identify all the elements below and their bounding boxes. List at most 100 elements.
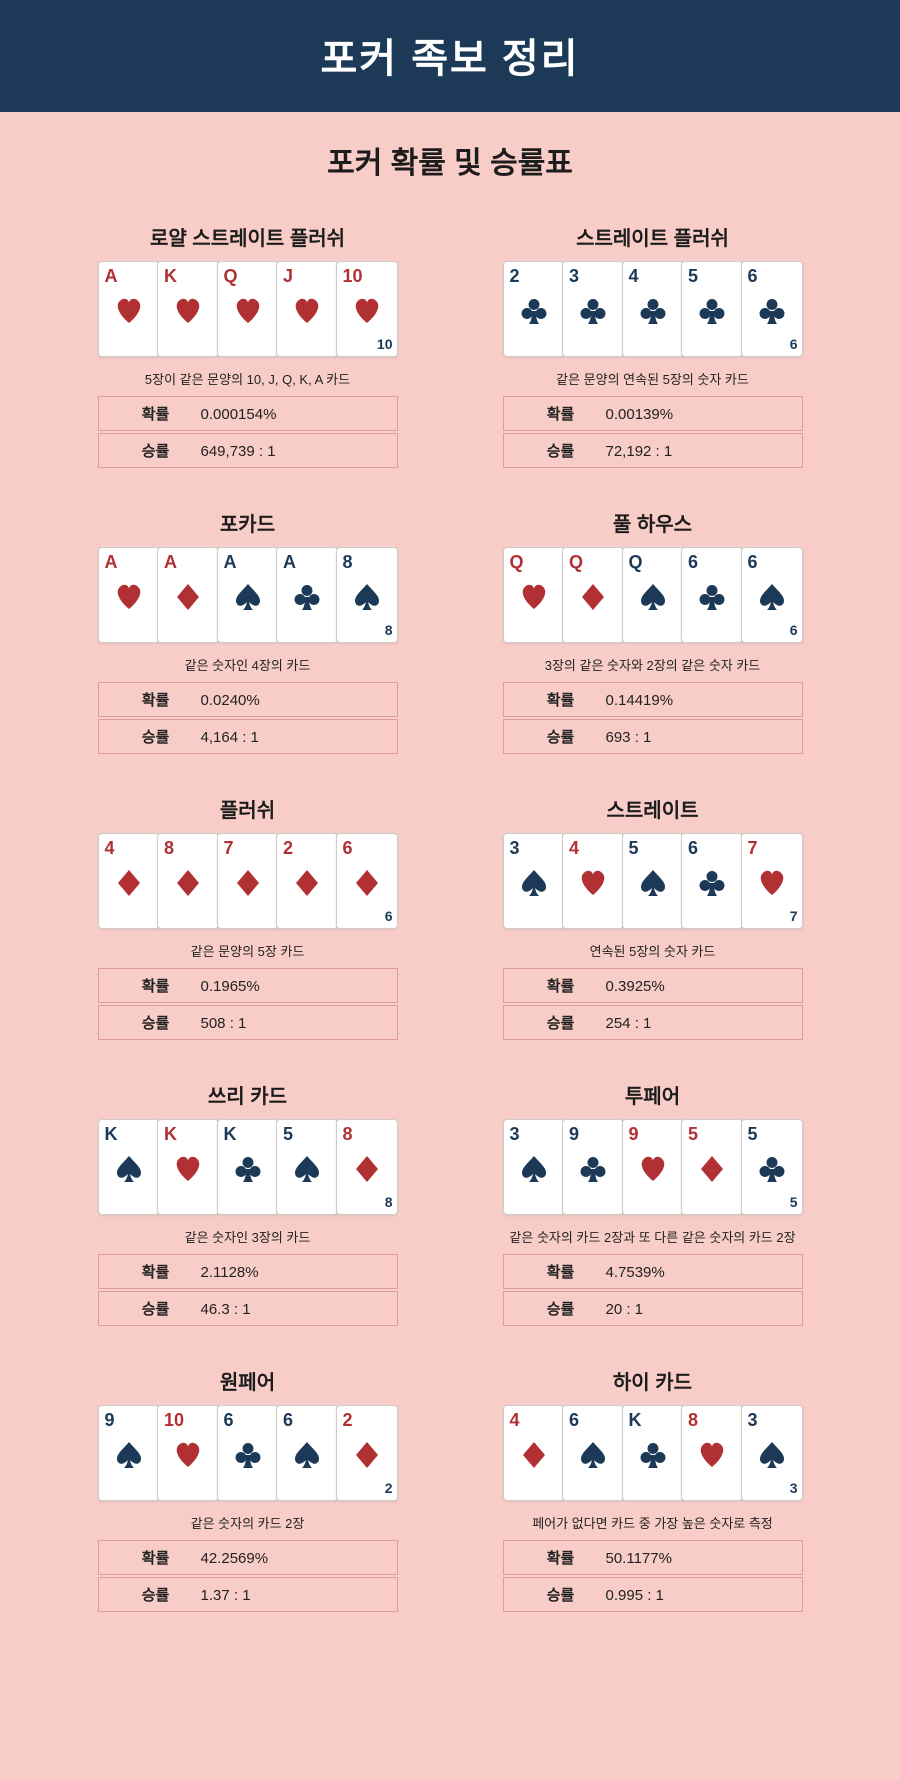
card-badge: 10	[377, 336, 393, 352]
stat-label: 확률	[111, 975, 201, 996]
stat-label: 승률	[111, 726, 201, 747]
hand-description: 같은 숫자인 3장의 카드	[185, 1227, 311, 1246]
card-rank: 6	[748, 552, 758, 573]
stat-value: 0.00139%	[606, 406, 674, 423]
playing-card: A	[276, 547, 338, 643]
heart-icon	[233, 296, 263, 326]
diamond-icon	[352, 1154, 382, 1184]
stat-box: 확률0.0240%승률4,164 : 1	[98, 682, 398, 754]
hand-block: 원페어9106622같은 숫자의 카드 2장확률42.2569%승률1.37 :…	[80, 1366, 415, 1612]
stat-row-odds: 승률693 : 1	[503, 719, 803, 754]
playing-card: 88	[336, 1119, 398, 1215]
stat-row-prob: 확률0.00139%	[503, 396, 803, 431]
card-rank: 5	[688, 266, 698, 287]
club-icon	[233, 1440, 263, 1470]
heart-icon	[173, 1440, 203, 1470]
spade-icon	[519, 1154, 549, 1184]
spade-icon	[519, 868, 549, 898]
stat-row-prob: 확률0.000154%	[98, 396, 398, 431]
hand-block: 로얄 스트레이트 플러쉬AKQJ10105장이 같은 문양의 10, J, Q,…	[80, 222, 415, 468]
cards-row: 487266	[98, 833, 398, 931]
card-rank: 5	[748, 1124, 758, 1145]
playing-card: 6	[681, 833, 743, 929]
page-title: 포커 족보 정리	[0, 26, 900, 84]
stat-label: 승률	[111, 1012, 201, 1033]
card-badge: 6	[790, 336, 798, 352]
hand-description: 5장이 같은 문양의 10, J, Q, K, A 카드	[145, 369, 350, 388]
header-band: 포커 족보 정리	[0, 0, 900, 112]
stat-label: 확률	[516, 1547, 606, 1568]
stat-box: 확률2.1128%승률46.3 : 1	[98, 1254, 398, 1326]
playing-card: 8	[157, 833, 219, 929]
hand-name: 포카드	[220, 508, 275, 537]
spade-icon	[757, 582, 787, 612]
card-rank: 7	[224, 838, 234, 859]
card-rank: 10	[164, 1410, 184, 1431]
playing-card: 6	[276, 1405, 338, 1501]
stat-label: 확률	[111, 1547, 201, 1568]
card-rank: 9	[629, 1124, 639, 1145]
card-rank: 7	[748, 838, 758, 859]
card-rank: 3	[569, 266, 579, 287]
hand-description: 연속된 5장의 숫자 카드	[590, 941, 716, 960]
stat-row-odds: 승률0.995 : 1	[503, 1577, 803, 1612]
cards-row: 46K833	[503, 1405, 803, 1503]
stat-row-odds: 승률20 : 1	[503, 1291, 803, 1326]
stat-value: 42.2569%	[201, 1550, 269, 1567]
subtitle: 포커 확률 및 승률표	[0, 112, 900, 202]
stat-label: 확률	[111, 403, 201, 424]
stat-row-odds: 승률254 : 1	[503, 1005, 803, 1040]
card-rank: 2	[510, 266, 520, 287]
diamond-icon	[578, 582, 608, 612]
stat-row-prob: 확률0.3925%	[503, 968, 803, 1003]
playing-card: 4	[622, 261, 684, 357]
playing-card: 9	[98, 1405, 160, 1501]
stat-row-prob: 확률0.14419%	[503, 682, 803, 717]
stat-label: 확률	[111, 689, 201, 710]
stat-row-odds: 승률649,739 : 1	[98, 433, 398, 468]
club-icon	[638, 296, 668, 326]
spade-icon	[292, 1154, 322, 1184]
hand-name: 로얄 스트레이트 플러쉬	[150, 222, 345, 251]
cards-row: 399555	[503, 1119, 803, 1217]
stat-value: 2.1128%	[201, 1264, 259, 1281]
card-rank: 4	[569, 838, 579, 859]
playing-card: J	[276, 261, 338, 357]
heart-icon	[114, 296, 144, 326]
playing-card: 6	[562, 1405, 624, 1501]
cards-row: 234566	[503, 261, 803, 359]
heart-icon	[352, 296, 382, 326]
stat-value: 72,192 : 1	[606, 443, 673, 460]
card-rank: A	[105, 266, 118, 287]
stat-value: 0.0240%	[201, 692, 260, 709]
spade-icon	[638, 582, 668, 612]
hand-description: 같은 숫자의 카드 2장과 또 다른 같은 숫자의 카드 2장	[509, 1227, 795, 1246]
hand-block: 플러쉬487266같은 문양의 5장 카드확률0.1965%승률508 : 1	[80, 794, 415, 1040]
diamond-icon	[292, 868, 322, 898]
playing-card: 66	[336, 833, 398, 929]
card-rank: A	[105, 552, 118, 573]
spade-icon	[352, 582, 382, 612]
heart-icon	[173, 296, 203, 326]
spade-icon	[114, 1154, 144, 1184]
stat-label: 승률	[516, 1012, 606, 1033]
card-rank: K	[224, 1124, 237, 1145]
hand-name: 원페어	[220, 1366, 275, 1395]
playing-card: 5	[681, 1119, 743, 1215]
card-badge: 8	[385, 1194, 393, 1210]
card-rank: K	[629, 1410, 642, 1431]
club-icon	[519, 296, 549, 326]
card-rank: A	[224, 552, 237, 573]
hand-name: 스트레이트	[607, 794, 699, 823]
card-rank: Q	[629, 552, 643, 573]
stat-label: 승률	[111, 440, 201, 461]
playing-card: 3	[562, 261, 624, 357]
diamond-icon	[233, 868, 263, 898]
stat-value: 0.1965%	[201, 978, 260, 995]
stat-label: 승률	[516, 1298, 606, 1319]
spade-icon	[638, 868, 668, 898]
playing-card: 10	[157, 1405, 219, 1501]
card-badge: 8	[385, 622, 393, 638]
stat-row-odds: 승률72,192 : 1	[503, 433, 803, 468]
card-rank: 4	[510, 1410, 520, 1431]
